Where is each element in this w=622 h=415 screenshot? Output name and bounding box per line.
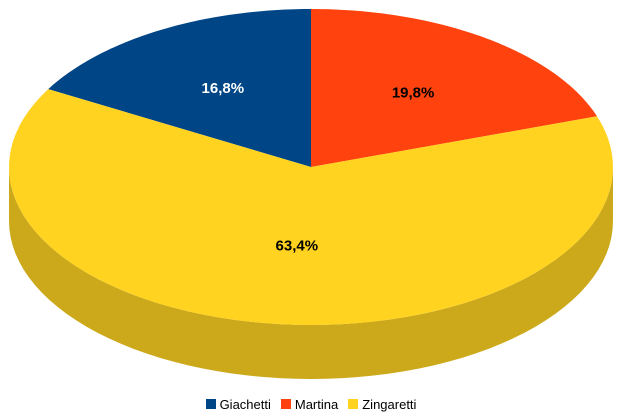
data-label-zingaretti: 63,4% xyxy=(276,238,319,255)
legend-label: Giachetti xyxy=(219,396,271,412)
pie-side-walls xyxy=(9,167,613,379)
legend-label: Martina xyxy=(294,396,339,412)
legend-swatch xyxy=(205,399,216,409)
legend-item-martina: Martina xyxy=(280,396,339,412)
chart-legend: Giachetti Martina Zingaretti xyxy=(0,395,622,413)
legend-label: Zingaretti xyxy=(362,396,417,412)
legend-item-zingaretti: Zingaretti xyxy=(348,397,416,412)
pie-slice-giachetti xyxy=(48,9,311,167)
pie-side-zingaretti xyxy=(9,167,613,379)
data-label-giachetti: 16,8% xyxy=(202,80,245,97)
pie-slice-martina xyxy=(311,9,598,167)
pie-slice-zingaretti xyxy=(9,89,613,326)
data-label-martina: 19,8% xyxy=(392,85,435,102)
legend-swatch xyxy=(348,399,359,409)
legend-swatch xyxy=(280,399,291,409)
legend-item-giachetti: Giachetti xyxy=(205,396,271,412)
